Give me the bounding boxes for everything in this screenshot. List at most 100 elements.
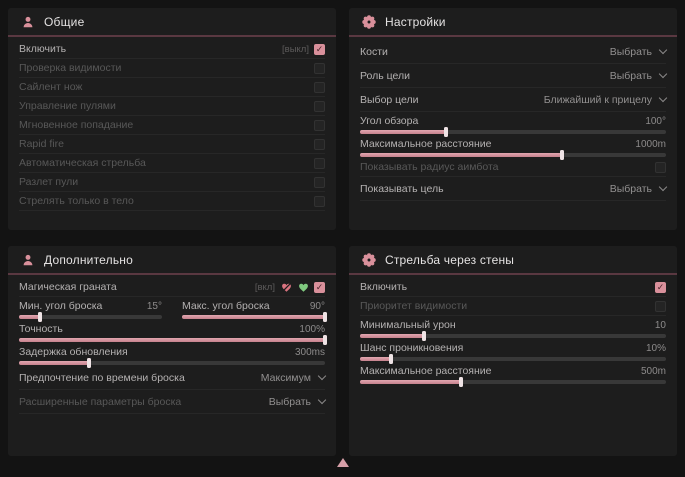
panel-wallbang-body: Включить ✓ Приоритет видимости Минимальн… — [349, 275, 677, 387]
person-target-icon — [20, 252, 35, 267]
select-value: Выбрать — [268, 395, 311, 408]
show-aimbot-radius-checkbox[interactable] — [655, 161, 666, 173]
row-auto-fire: Автоматическая стрельба — [19, 154, 325, 173]
panel-general-header: Общие — [8, 8, 336, 37]
row-label: Мин. угол броска — [19, 300, 103, 312]
fov-slider[interactable] — [360, 127, 666, 137]
auto-fire-checkbox[interactable] — [314, 157, 325, 169]
slider-handle[interactable] — [422, 331, 427, 341]
row-label: Выбор цели — [360, 93, 419, 106]
advanced-throw-select[interactable]: Выбрать — [268, 395, 327, 408]
update-delay-slider[interactable] — [19, 358, 325, 368]
visibility-priority-checkbox[interactable] — [655, 300, 666, 312]
cursor-triangle-icon — [337, 458, 349, 467]
row-label: Расширенные параметры броска — [19, 395, 182, 408]
bullet-spread-checkbox[interactable] — [314, 176, 325, 188]
row-wallbang-max-distance: Максимальное расстояние 500m — [360, 362, 666, 387]
row-label: Разлет пули — [19, 176, 79, 188]
row-label: Мгновенное попадание — [19, 119, 134, 131]
slider-handle[interactable] — [458, 377, 463, 387]
show-target-select[interactable]: Выбрать — [610, 182, 668, 195]
enable-checkbox[interactable]: ✓ — [314, 43, 325, 55]
panel-general: Общие Включить [выкл] ✓ Проверка видимос… — [8, 8, 336, 230]
row-max-throw-angle: Макс. угол броска 90° — [182, 297, 327, 322]
accuracy-slider[interactable] — [19, 335, 327, 345]
row-label: Включить — [19, 43, 67, 55]
min-damage-slider[interactable] — [360, 331, 666, 341]
row-label: Максимальное расстояние — [360, 138, 492, 150]
slider-handle[interactable] — [38, 312, 43, 322]
target-role-select[interactable]: Выбрать — [610, 69, 668, 82]
slider-value: 10 — [654, 319, 666, 331]
heart-icon — [297, 281, 309, 293]
panel-additional: Дополнительно Магическая граната [вкл] ✓ — [8, 246, 336, 456]
row-label: Шанс проникновения — [360, 342, 464, 354]
wallbang-enable-checkbox[interactable]: ✓ — [655, 281, 666, 293]
panel-settings: Настройки Кости Выбрать Роль цели Выбрат… — [349, 8, 677, 230]
max-throw-angle-slider[interactable] — [182, 312, 327, 322]
row-label: Проверка видимости — [19, 62, 122, 74]
row-label: Максимальное расстояние — [360, 365, 492, 377]
row-label: Задержка обновления — [19, 346, 128, 358]
slider-handle[interactable] — [87, 358, 92, 368]
bullet-control-checkbox[interactable] — [314, 100, 325, 112]
slider-value: 100% — [299, 323, 325, 335]
wallbang-max-distance-slider[interactable] — [360, 377, 666, 387]
panel-additional-body: Магическая граната [вкл] ✓ Мин. угол бро… — [8, 275, 336, 414]
row-label: Rapid fire — [19, 138, 64, 150]
row-label: Магическая граната — [19, 281, 117, 293]
row-target-choice: Выбор цели Ближайший к прицелу — [360, 88, 668, 112]
slider-value: 10% — [645, 342, 666, 354]
penetration-chance-slider[interactable] — [360, 354, 666, 364]
row-label: Включить — [360, 281, 408, 293]
target-choice-select[interactable]: Ближайший к прицелу — [543, 93, 668, 106]
slider-value: 90° — [309, 300, 325, 312]
row-magic-grenade: Магическая граната [вкл] ✓ — [19, 278, 325, 297]
max-distance-slider[interactable] — [360, 150, 666, 160]
slider-handle[interactable] — [559, 150, 564, 160]
slider-value: 15° — [146, 300, 162, 312]
select-value: Ближайший к прицелу — [543, 93, 652, 106]
slider-handle[interactable] — [388, 354, 393, 364]
row-controls: [выкл] ✓ — [282, 43, 325, 55]
row-enable: Включить ✓ — [360, 278, 666, 297]
bones-select[interactable]: Выбрать — [609, 45, 668, 58]
select-value: Выбрать — [609, 45, 652, 58]
slider-handle[interactable] — [443, 127, 448, 137]
panel-title: Дополнительно — [44, 252, 133, 267]
row-bullet-spread: Разлет пули — [19, 173, 325, 192]
throw-time-pref-select[interactable]: Максимум — [261, 371, 327, 384]
row-label: Роль цели — [360, 69, 411, 82]
panel-general-body: Включить [выкл] ✓ Проверка видимости Сай… — [8, 37, 336, 211]
row-label: Минимальный урон — [360, 319, 456, 331]
row-label: Сайлент нож — [19, 81, 83, 93]
row-max-distance: Максимальное расстояние 1000m — [360, 135, 666, 160]
hotkey-tag: [выкл] — [282, 43, 309, 55]
visibility-check-checkbox[interactable] — [314, 62, 325, 74]
magic-grenade-checkbox[interactable]: ✓ — [314, 281, 325, 293]
chevron-down-icon — [658, 45, 668, 54]
row-bones: Кости Выбрать — [360, 40, 668, 64]
row-label: Точность — [19, 323, 63, 335]
min-throw-angle-slider[interactable] — [19, 312, 162, 322]
row-silent-knife: Сайлент нож — [19, 78, 325, 97]
person-target-icon — [20, 14, 35, 29]
instant-hit-checkbox[interactable] — [314, 119, 325, 131]
slider-handle[interactable] — [323, 312, 327, 322]
row-advanced-throw: Расширенные параметры броска Выбрать — [19, 390, 327, 414]
slider-handle[interactable] — [323, 335, 327, 345]
row-label: Автоматическая стрельба — [19, 157, 146, 169]
row-rapid-fire: Rapid fire — [19, 135, 325, 154]
row-body-only: Стрелять только в тело — [19, 192, 325, 211]
row-min-throw-angle: Мин. угол броска 15° — [19, 297, 162, 322]
body-only-checkbox[interactable] — [314, 195, 325, 207]
row-visibility-priority: Приоритет видимости — [360, 297, 666, 316]
gear-flower-icon — [361, 14, 376, 29]
rapid-fire-checkbox[interactable] — [314, 138, 325, 150]
row-label: Показывать цель — [360, 182, 444, 195]
silent-knife-checkbox[interactable] — [314, 81, 325, 93]
panel-settings-header: Настройки — [349, 8, 677, 37]
panel-additional-header: Дополнительно — [8, 246, 336, 275]
heart-crossed-icon — [280, 281, 292, 293]
